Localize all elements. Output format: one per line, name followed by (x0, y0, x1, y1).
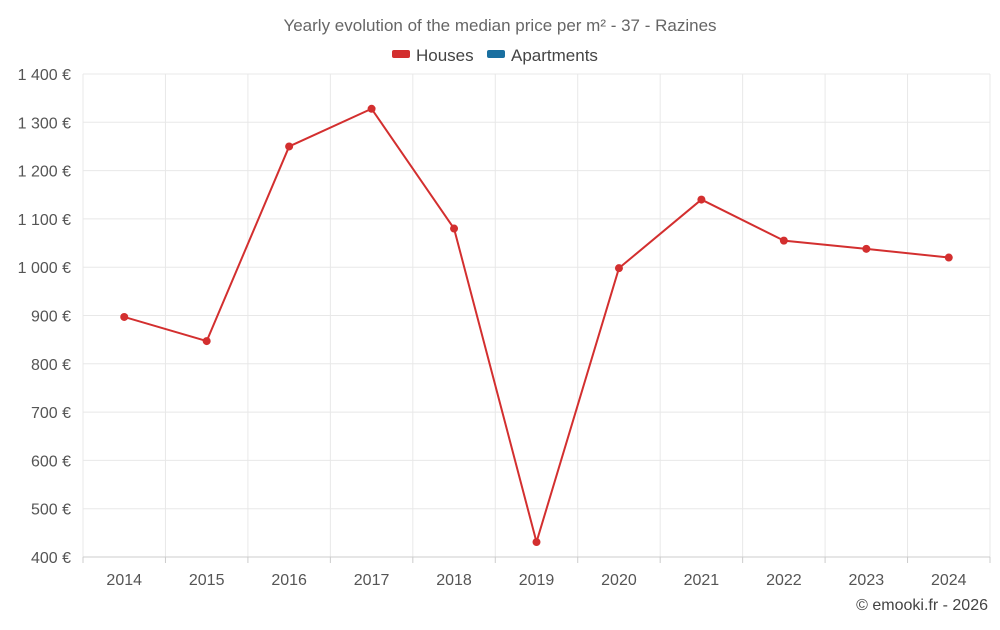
legend: Houses Apartments (392, 46, 598, 65)
data-point-houses-2016[interactable] (285, 142, 294, 151)
y-tick-label: 700 € (31, 405, 71, 422)
y-tick-label: 1 400 € (18, 67, 71, 84)
x-tick-label: 2020 (601, 572, 637, 589)
legend-label-apartments: Apartments (511, 46, 598, 65)
x-tick-label: 2017 (354, 572, 390, 589)
y-tick-label: 400 € (31, 550, 71, 567)
x-tick-label: 2022 (766, 572, 802, 589)
grid (82, 73, 991, 558)
legend-label-houses: Houses (416, 46, 474, 65)
data-point-houses-2018[interactable] (450, 224, 459, 233)
y-tick-label: 900 € (31, 309, 71, 326)
x-tick-label: 2018 (436, 572, 472, 589)
data-point-houses-2021[interactable] (697, 195, 706, 204)
y-tick-label: 1 100 € (18, 212, 71, 229)
x-tick-label: 2019 (519, 572, 555, 589)
chart-title: Yearly evolution of the median price per… (283, 16, 716, 35)
legend-item-apartments[interactable]: Apartments (487, 46, 598, 65)
legend-swatch-houses (392, 50, 410, 58)
axes: 400 € 500 € 600 € 700 € 800 € 900 € 1 000 € 1 1… (18, 67, 991, 589)
x-tick-label: 2014 (106, 572, 142, 589)
y-tick-label: 1 300 € (18, 115, 71, 132)
x-tick-label: 2016 (271, 572, 307, 589)
y-tick-label: 800 € (31, 357, 71, 374)
data-point-houses-2014[interactable] (120, 312, 129, 321)
series (120, 104, 953, 547)
x-tick-label: 2023 (849, 572, 885, 589)
y-tick-label: 600 € (31, 453, 71, 470)
x-tick-label: 2024 (931, 572, 967, 589)
legend-swatch-apartments (487, 50, 505, 58)
data-point-houses-2023[interactable] (862, 244, 871, 253)
y-tick-label: 1 000 € (18, 260, 71, 277)
data-point-houses-2019[interactable] (532, 538, 541, 547)
data-point-houses-2017[interactable] (367, 104, 376, 113)
data-point-houses-2020[interactable] (614, 264, 623, 273)
data-point-houses-2015[interactable] (202, 337, 211, 346)
x-tick-label: 2015 (189, 572, 225, 589)
x-tick-label: 2021 (684, 572, 720, 589)
y-tick-label: 500 € (31, 502, 71, 519)
data-point-houses-2024[interactable] (944, 253, 953, 262)
legend-item-houses[interactable]: Houses (392, 46, 474, 65)
y-tick-label: 1 200 € (18, 164, 71, 181)
data-point-houses-2022[interactable] (779, 236, 788, 245)
credit-text: © emooki.fr - 2026 (856, 597, 988, 614)
